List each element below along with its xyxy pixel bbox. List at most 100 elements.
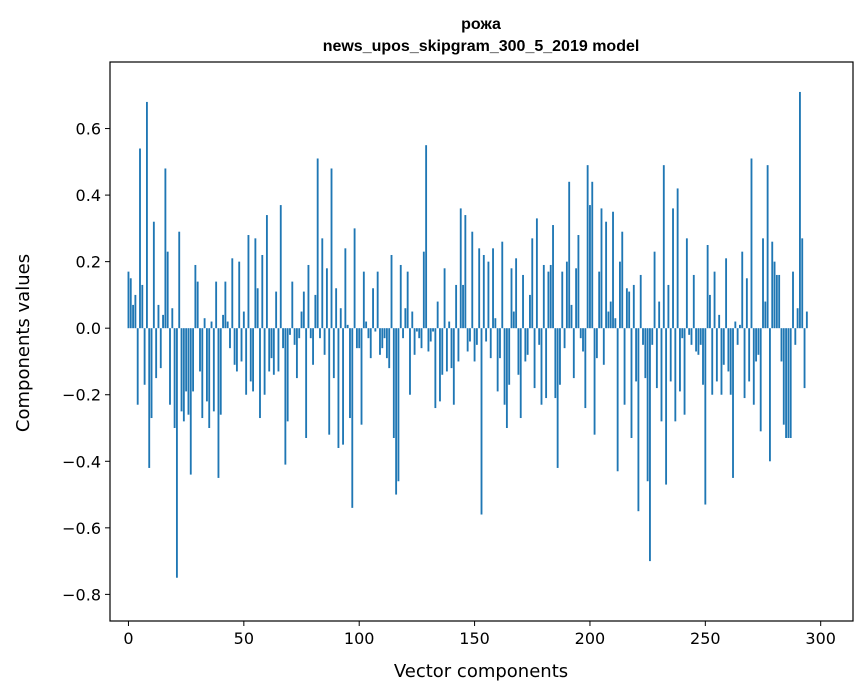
bar [268, 328, 271, 372]
bar [226, 321, 229, 329]
bar [148, 328, 151, 468]
bar [289, 328, 291, 335]
bar [166, 251, 169, 329]
bar [679, 328, 681, 392]
y-tick-label: −0.6 [62, 519, 101, 538]
bar [595, 328, 598, 359]
bar [612, 211, 614, 329]
bar [697, 328, 700, 355]
bar [711, 328, 714, 395]
bar [411, 311, 414, 329]
bar [252, 328, 254, 392]
bar [736, 328, 739, 345]
bar [457, 328, 460, 362]
bar [323, 328, 326, 355]
bar [540, 328, 543, 405]
bar [616, 328, 619, 472]
bar [319, 328, 321, 339]
bar [672, 208, 674, 329]
bar [441, 328, 444, 375]
bar [644, 328, 647, 379]
bar [796, 308, 799, 329]
bar [358, 328, 361, 349]
bar [185, 328, 188, 392]
bar [764, 301, 767, 329]
bar [422, 251, 425, 329]
bar [249, 328, 252, 382]
bar [413, 328, 416, 355]
bar [755, 328, 758, 362]
bar [182, 328, 185, 422]
bar [199, 328, 201, 372]
bar [715, 328, 718, 382]
bar [706, 245, 709, 329]
bar [196, 281, 199, 329]
bar [602, 328, 605, 365]
bar [584, 328, 587, 409]
bar [162, 314, 164, 329]
bar [748, 328, 751, 382]
bar [452, 328, 455, 405]
y-tick-label: 0.0 [76, 319, 101, 338]
x-tick-label: 200 [575, 629, 606, 648]
x-tick-label: 250 [690, 629, 721, 648]
chart-subtitle: news_upos_skipgram_300_5_2019 model [323, 38, 640, 55]
bar [459, 208, 462, 329]
bar [157, 304, 160, 329]
bar [155, 328, 158, 379]
bar [173, 328, 176, 429]
bar [522, 274, 524, 329]
bar [762, 238, 764, 329]
bar [362, 271, 365, 329]
bar [639, 274, 642, 329]
bar [305, 328, 308, 438]
bar [346, 324, 349, 329]
bar [159, 328, 162, 369]
bar [473, 328, 476, 362]
bar [208, 328, 211, 429]
bar [695, 328, 698, 352]
bar [547, 271, 550, 329]
bar [224, 281, 227, 329]
bar [284, 328, 287, 465]
y-tick-label: −0.8 [62, 585, 101, 604]
bar [628, 291, 631, 329]
bar [485, 328, 488, 342]
bar [637, 328, 640, 512]
bar [575, 268, 578, 329]
bar [415, 328, 418, 332]
x-tick-label: 100 [344, 629, 375, 648]
bar [739, 324, 741, 329]
bar [789, 328, 792, 438]
bar [570, 304, 573, 329]
x-axis-label: Vector components [394, 661, 568, 682]
bar [688, 328, 691, 335]
bar [572, 328, 575, 379]
bar [328, 328, 331, 435]
bar [757, 328, 760, 355]
bar [478, 248, 481, 329]
bar [300, 311, 303, 329]
bar [217, 328, 220, 478]
bar [729, 328, 732, 395]
bar [778, 274, 781, 329]
bar [660, 328, 663, 422]
bar [475, 328, 478, 345]
bar [499, 328, 501, 359]
bar [462, 284, 464, 329]
bar [674, 328, 677, 422]
bar [766, 165, 769, 329]
bar [466, 328, 469, 352]
bar [667, 284, 670, 329]
bar [464, 215, 467, 329]
y-tick-label: −0.2 [62, 386, 101, 405]
bar [194, 264, 197, 329]
bar [349, 328, 351, 419]
bar [295, 328, 298, 379]
bar [279, 205, 282, 329]
bar [501, 241, 504, 329]
bar [316, 158, 319, 329]
bar [542, 264, 545, 329]
bar [741, 251, 744, 329]
